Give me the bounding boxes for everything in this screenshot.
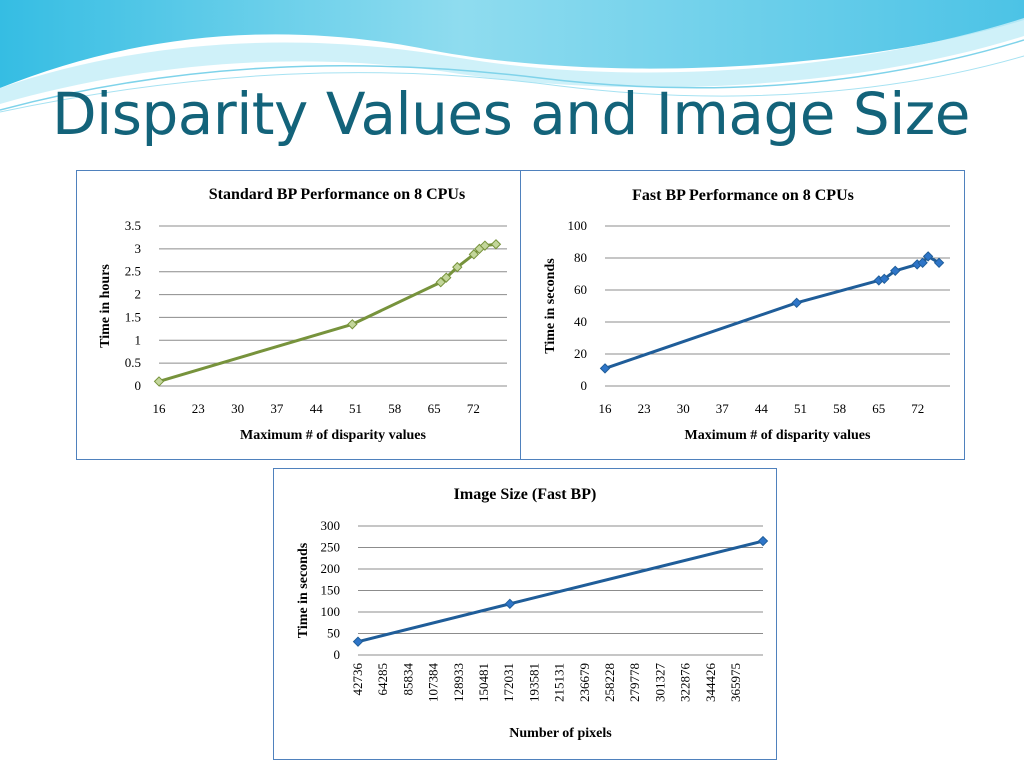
data-point-marker <box>468 249 480 260</box>
data-point-marker <box>452 261 463 273</box>
image-size-chart: Image Size (Fast BP) 0 50 100 150 200 250 300 42… <box>296 486 769 741</box>
y-tick-label: 60 <box>574 282 587 297</box>
y-tick-label: 250 <box>321 540 341 555</box>
x-tick-label: 16 <box>599 401 613 416</box>
y-tick-label: 1.5 <box>125 309 141 324</box>
y-tick-label: 40 <box>574 314 587 329</box>
y-tick-label: 100 <box>568 218 588 233</box>
series-line <box>357 539 764 644</box>
y-tick-label: 3.5 <box>125 218 141 233</box>
data-point-marker <box>479 240 491 251</box>
y-tick-label: 2 <box>135 287 142 302</box>
x-tick-label: 23 <box>192 401 205 416</box>
x-tick-label: 322876 <box>678 663 693 703</box>
x-tick-label: 65 <box>872 401 885 416</box>
y-tick-label: 3 <box>135 241 142 256</box>
x-tick-label: 23 <box>638 401 651 416</box>
x-tick-label: 72 <box>467 401 480 416</box>
x-tick-label: 72 <box>911 401 924 416</box>
y-tick-label: 0 <box>334 647 341 662</box>
x-axis-title: Maximum # of disparity values <box>240 428 426 443</box>
x-tick-label: 128933 <box>451 663 466 702</box>
x-tick-label: 215131 <box>552 663 567 702</box>
x-tick-label: 51 <box>349 401 362 416</box>
x-tick-label: 30 <box>231 401 244 416</box>
x-tick-label: 51 <box>794 401 807 416</box>
x-tick-label: 30 <box>677 401 690 416</box>
y-tick-label: 150 <box>321 583 341 598</box>
x-tick-label: 37 <box>716 401 730 416</box>
data-point-marker <box>490 239 502 250</box>
y-axis-title: Time in hours <box>98 264 113 348</box>
chart-title: Fast BP Performance on 8 CPUs <box>632 187 854 204</box>
image-size-chart-panel: Image Size (Fast BP) 0 50 100 150 200 250 300 42… <box>273 468 777 760</box>
data-point-marker <box>441 272 452 283</box>
fast-bp-chart: Fast BP Performance on 8 CPUs 0 20 40 60 80 10… <box>543 187 950 443</box>
series-line <box>158 242 497 383</box>
y-tick-label: 0 <box>135 378 142 393</box>
x-tick-label: 65 <box>428 401 441 416</box>
chart-title: Image Size (Fast BP) <box>454 486 597 503</box>
x-tick-label: 58 <box>388 401 401 416</box>
x-tick-label: 150481 <box>476 663 491 702</box>
y-axis-title: Time in seconds <box>296 542 311 638</box>
x-tick-label: 37 <box>270 401 284 416</box>
data-point-marker <box>933 257 945 269</box>
x-tick-label: 44 <box>310 401 324 416</box>
x-tick-label: 42736 <box>350 663 365 696</box>
y-tick-label: 0 <box>581 378 588 393</box>
y-tick-label: 2.5 <box>125 264 141 279</box>
background-waves <box>0 0 1024 113</box>
x-tick-label: 58 <box>833 401 846 416</box>
x-tick-label: 44 <box>755 401 769 416</box>
data-point-marker <box>599 363 611 374</box>
y-tick-label: 1 <box>135 332 142 347</box>
data-point-marker <box>879 273 890 285</box>
data-point-marker <box>791 297 802 309</box>
y-axis-title: Time in seconds <box>543 258 558 354</box>
chart-title: Standard BP Performance on 8 CPUs <box>209 186 465 203</box>
y-tick-label: 50 <box>327 626 340 641</box>
data-point-marker <box>153 376 165 387</box>
x-tick-label: 193581 <box>526 663 541 702</box>
x-tick-label: 344426 <box>703 663 718 703</box>
data-point-marker <box>352 636 364 647</box>
data-point-marker <box>917 257 928 269</box>
x-tick-label: 258228 <box>602 663 617 702</box>
y-tick-label: 0.5 <box>125 355 141 370</box>
y-tick-label: 80 <box>574 250 587 265</box>
x-tick-label: 301327 <box>652 663 667 703</box>
data-point-marker <box>757 535 769 547</box>
standard-bp-chart-panel: Standard BP Performance on 8 CPUs 0 0.5 1 1.… <box>76 170 522 460</box>
y-tick-label: 20 <box>574 346 587 361</box>
data-point-marker <box>435 277 446 288</box>
data-point-marker <box>890 265 901 277</box>
y-tick-label: 100 <box>321 604 341 619</box>
slide-title: Disparity Values and Image Size <box>52 80 970 148</box>
series-line <box>604 254 940 370</box>
data-point-marker <box>504 598 516 610</box>
data-point-marker <box>347 319 358 330</box>
x-axis-title: Number of pixels <box>509 726 612 741</box>
y-tick-label: 200 <box>321 561 341 576</box>
x-tick-label: 172031 <box>501 663 516 702</box>
x-tick-label: 365975 <box>728 663 743 702</box>
x-tick-label: 236679 <box>577 663 592 702</box>
x-tick-label: 16 <box>153 401 167 416</box>
y-tick-label: 300 <box>321 518 341 533</box>
x-tick-label: 279778 <box>627 663 642 702</box>
fast-bp-chart-panel: Fast BP Performance on 8 CPUs 0 20 40 60 80 10… <box>520 170 965 460</box>
x-tick-label: 64285 <box>375 663 390 696</box>
data-point-marker <box>922 251 934 262</box>
x-axis-title: Maximum # of disparity values <box>685 428 871 443</box>
standard-bp-chart: Standard BP Performance on 8 CPUs 0 0.5 1 1.… <box>98 186 507 443</box>
x-tick-label: 85834 <box>400 663 415 696</box>
x-tick-label: 107384 <box>426 663 441 703</box>
